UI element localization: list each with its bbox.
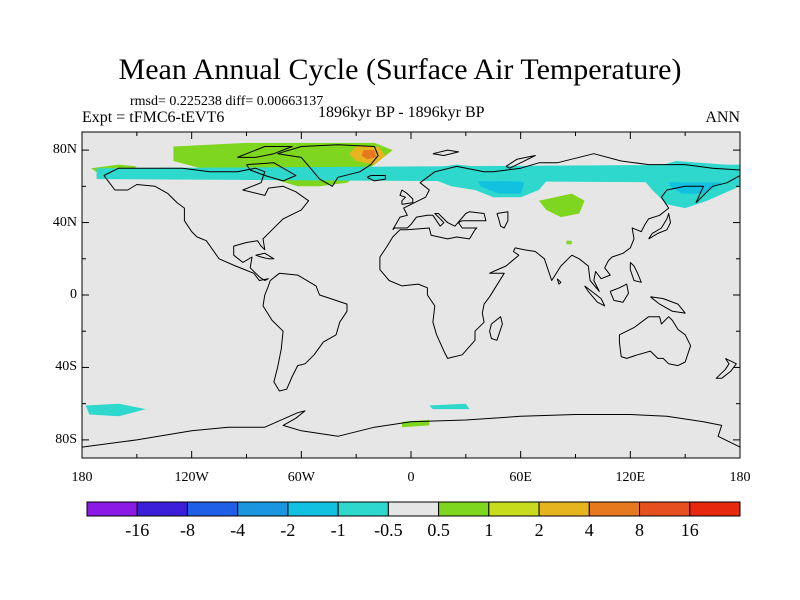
experiment-label: Expt = tFMC6-tEVT6: [82, 109, 225, 126]
coastline-caspian: [496, 211, 509, 229]
coastline-sri-lanka: [556, 278, 562, 285]
colorbar-swatch: [538, 501, 590, 517]
colorbar-swatch: [186, 501, 239, 517]
lon-label: 120E: [615, 470, 646, 485]
lon-label: 60W: [287, 470, 315, 485]
season-label: ANN: [705, 109, 740, 126]
anomaly-weddell-cyan: [429, 403, 470, 410]
colorbar-label: -4: [230, 520, 246, 540]
coastline-antarctica: [82, 410, 740, 458]
lon-label: 60E: [509, 470, 532, 485]
coastline-novaya-zemlya: [505, 155, 536, 169]
lat-label: 0: [70, 287, 77, 302]
coastline-baffin: [246, 162, 297, 182]
colorbar-swatch: [588, 501, 641, 517]
colorbar-label: 2: [534, 520, 544, 540]
colorbar-label: 16: [680, 520, 699, 540]
coastline-cuba: [255, 252, 275, 260]
coastline-iceland: [366, 175, 386, 182]
colorbar-label: 8: [635, 520, 645, 540]
lon-label: 120W: [174, 470, 209, 485]
lat-label: 80N: [52, 142, 77, 158]
colorbar-swatch: [689, 501, 741, 517]
colorbar-swatch: [237, 501, 289, 517]
anomaly-southern-ocean-cyan: [85, 403, 146, 417]
colorbar-label: -2: [280, 520, 296, 540]
coastline-svalbard: [432, 149, 459, 156]
anomaly-central-asia-green: [538, 193, 585, 218]
colorbar-label: -0.5: [374, 520, 403, 540]
colorbar-label: 1: [484, 520, 494, 540]
anomaly-himalaya-green-dot: [566, 240, 572, 245]
coastline-australia: [618, 316, 692, 367]
colorbar: [86, 501, 741, 517]
coastline-uk: [399, 189, 414, 205]
coastline-north-america: [103, 167, 310, 281]
colorbar-label: -1: [330, 520, 346, 540]
rmsd-diff-stats: rmsd= 0.225238 diff= 0.00663137: [130, 94, 324, 109]
lon-label: 180: [71, 470, 93, 485]
axis-ticks: [81, 132, 741, 458]
coastline-borneo: [609, 283, 629, 303]
coastline-layer: [82, 144, 740, 458]
colorbar-swatch: [287, 501, 339, 517]
anomaly-greenland-hot: [361, 150, 377, 160]
colorbar-label: 0.5: [427, 520, 450, 540]
lon-label: 0: [407, 470, 415, 485]
map-title: Mean Annual Cycle (Surface Air Temperatu…: [118, 53, 682, 86]
colorbar-swatch: [639, 501, 691, 517]
coastline-philippines: [629, 262, 642, 283]
colorbar-label: -8: [179, 520, 195, 540]
colorbar-swatch: [438, 501, 490, 517]
coastline-madagascar: [489, 316, 503, 341]
colorbar-swatch: [488, 501, 540, 517]
lat-label: 40N: [52, 214, 77, 230]
colorbar-swatch: [337, 501, 389, 517]
lat-label: 40S: [55, 359, 77, 375]
coastline-ellesmere: [237, 146, 293, 158]
coastline-south-america: [262, 272, 348, 392]
colorbar-label: -16: [125, 520, 150, 540]
coastline-new-guinea: [650, 296, 686, 314]
lat-label: 80S: [55, 431, 77, 447]
colorbar-swatch: [86, 501, 138, 517]
colorbar-swatch: [387, 501, 440, 517]
lon-label: 180: [729, 470, 751, 485]
period-label: 1896kyr BP - 1896kyr BP: [318, 104, 485, 121]
colorbar-swatch: [136, 501, 188, 517]
coastline-indonesia: [584, 285, 606, 307]
colorbar-label: 4: [584, 520, 594, 540]
coastline-greenland: [277, 144, 379, 187]
map-background: [82, 132, 740, 458]
coastline-new-zealand: [715, 357, 737, 379]
coastline-eurasia-africa: [379, 153, 740, 359]
coastline-japan: [648, 213, 671, 240]
